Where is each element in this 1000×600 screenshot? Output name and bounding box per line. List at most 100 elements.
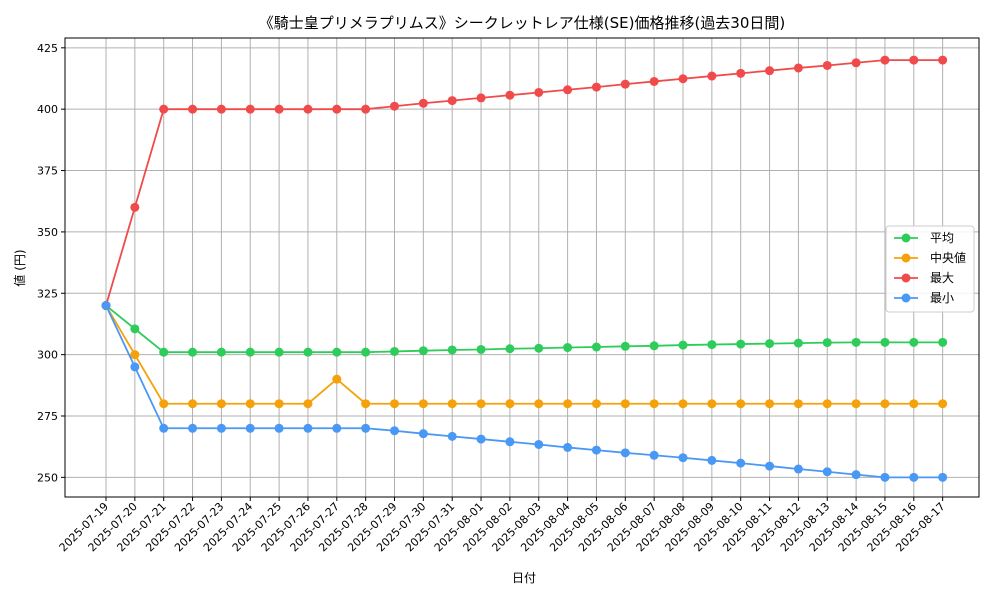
data-point	[390, 346, 399, 356]
data-point	[418, 429, 428, 439]
data-point	[707, 340, 717, 350]
data-point	[765, 461, 775, 471]
data-point	[678, 74, 688, 84]
data-point	[563, 343, 573, 353]
data-point	[159, 399, 169, 409]
legend-box	[885, 225, 975, 313]
data-point	[159, 347, 169, 357]
data-point	[361, 423, 371, 433]
data-point	[476, 93, 486, 103]
data-point	[188, 423, 198, 433]
data-point	[909, 399, 919, 409]
legend-label: 最小	[930, 291, 954, 305]
data-point	[851, 399, 861, 409]
data-point	[390, 101, 399, 111]
y-axis-ticks: 250 275 300 325 350 375 400 425	[37, 42, 65, 484]
data-point	[880, 472, 890, 482]
data-point	[620, 399, 630, 409]
data-point	[534, 343, 544, 353]
data-point	[765, 66, 775, 76]
data-point	[649, 450, 659, 460]
data-point	[505, 399, 515, 409]
data-point	[505, 437, 515, 447]
data-point	[563, 442, 573, 452]
y-tick-label: 400	[37, 103, 58, 116]
legend-swatch-marker	[901, 253, 911, 263]
y-tick-label: 300	[37, 349, 58, 362]
data-point	[938, 55, 948, 65]
data-point	[303, 104, 313, 114]
data-point	[447, 431, 457, 441]
data-point	[188, 399, 198, 409]
data-point	[390, 426, 399, 436]
grid	[65, 38, 979, 497]
data-point	[851, 470, 861, 480]
data-point	[707, 455, 717, 465]
data-point	[245, 104, 255, 114]
data-point	[938, 399, 948, 409]
data-point	[332, 104, 342, 114]
data-point	[765, 339, 775, 349]
data-point	[447, 399, 457, 409]
data-point	[130, 362, 140, 372]
data-point	[361, 104, 371, 114]
data-point	[880, 337, 890, 347]
data-point	[216, 423, 226, 433]
y-tick-label: 250	[37, 471, 58, 484]
legend-swatch-marker	[901, 293, 911, 303]
data-point	[130, 202, 140, 212]
data-point	[793, 464, 803, 474]
y-axis-label: 値 (円)	[12, 249, 27, 286]
series-line	[105, 305, 943, 405]
data-point	[361, 399, 371, 409]
data-point	[707, 399, 717, 409]
data-point	[447, 345, 457, 355]
data-point	[390, 399, 399, 409]
data-point	[822, 399, 832, 409]
data-point	[245, 423, 255, 433]
series-line	[105, 304, 943, 354]
legend-label: 中央値	[930, 250, 966, 265]
data-point	[418, 346, 428, 356]
data-point	[938, 337, 948, 347]
data-point	[678, 399, 688, 409]
data-point	[938, 472, 948, 482]
data-point	[303, 347, 313, 357]
series-line	[105, 59, 943, 306]
legend-swatch-marker	[901, 273, 911, 283]
data-point	[880, 399, 890, 409]
data-point	[909, 472, 919, 482]
data-point	[476, 434, 486, 444]
data-point	[649, 76, 659, 86]
data-point	[130, 350, 140, 360]
data-point	[274, 104, 284, 114]
data-point	[303, 399, 313, 409]
data-point	[736, 399, 746, 409]
legend-label: 最大	[930, 271, 954, 285]
data-point	[534, 399, 544, 409]
data-point	[851, 58, 861, 68]
data-point	[909, 337, 919, 347]
data-point	[649, 399, 659, 409]
data-point	[476, 399, 486, 409]
data-point	[620, 341, 630, 351]
data-point	[188, 347, 198, 357]
data-point	[765, 399, 775, 409]
data-point	[822, 338, 832, 348]
data-point	[591, 445, 601, 455]
data-point	[245, 347, 255, 357]
y-tick-label: 350	[37, 226, 58, 239]
data-point	[649, 341, 659, 351]
data-point	[534, 87, 544, 97]
data-point	[130, 324, 140, 334]
data-point	[678, 340, 688, 350]
data-point	[159, 423, 169, 433]
data-point	[822, 60, 832, 70]
data-point	[274, 399, 284, 409]
data-point	[332, 374, 342, 384]
data-point	[591, 399, 601, 409]
data-point	[620, 448, 630, 458]
data-point	[707, 71, 717, 81]
